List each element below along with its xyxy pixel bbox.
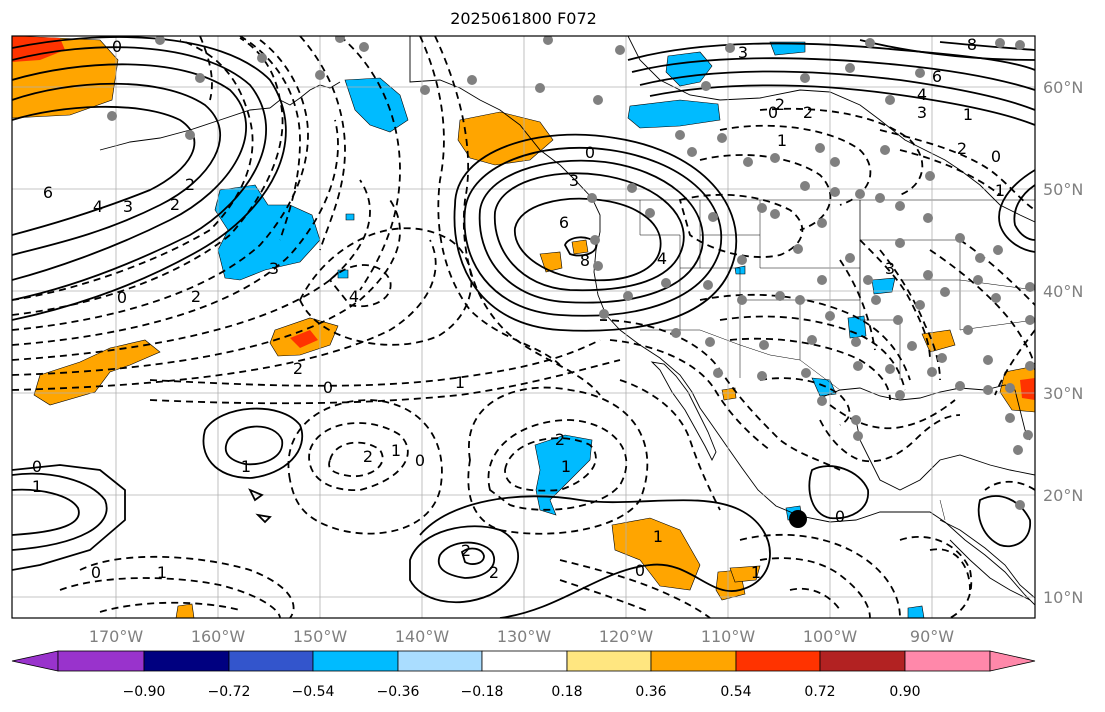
dashed-contours [12, 36, 1035, 618]
lon-label: 90°W [909, 627, 955, 646]
colorbar-bin [735, 650, 821, 672]
colorbar-extend-max [989, 650, 1036, 672]
contour-label: 6 [932, 67, 942, 86]
lon-label: 120°W [598, 627, 654, 646]
contour-label: 1 [241, 457, 251, 476]
colorbar-bin [481, 650, 568, 672]
contour-label: 0 [835, 507, 845, 526]
contour-label: 0 [768, 103, 778, 122]
contour-label: 4 [917, 85, 927, 104]
contour-label: 2 [461, 541, 471, 560]
lon-label: 110°W [700, 627, 756, 646]
political-borders [600, 199, 1035, 521]
contour-label: 4 [93, 197, 103, 216]
colorbar-tick-label: 0.90 [889, 684, 921, 700]
contour-label: 2 [803, 103, 813, 122]
colorbar-bin [904, 650, 991, 672]
contour-label: 6 [43, 183, 53, 202]
contour-label: 3 [123, 197, 133, 216]
lon-label: 140°W [394, 627, 450, 646]
contour-label: 1 [391, 441, 401, 460]
contour-label: 3 [885, 259, 895, 278]
contour-label: 4 [349, 287, 359, 306]
lat-label: 30°N [1043, 384, 1084, 403]
colorbar-bin [397, 650, 483, 672]
lat-label: 50°N [1043, 180, 1084, 199]
contour-label: 1 [32, 477, 42, 496]
station-markers [107, 36, 1035, 510]
lat-label: 20°N [1043, 486, 1084, 505]
contour-label: 0 [415, 451, 425, 470]
contour-label: 2 [775, 95, 785, 114]
contour-label: 2 [293, 359, 303, 378]
colorbar-bin [143, 650, 230, 672]
contour-label: 1 [561, 457, 571, 476]
contour-label: 1 [751, 563, 761, 582]
contour-label: 8 [580, 251, 590, 270]
colorbar-bin [566, 650, 652, 672]
colorbar-tick-label: −0.18 [460, 684, 504, 700]
colorbar-tick-label: −0.90 [122, 684, 166, 700]
map-title: 2025061800 F072 [450, 9, 597, 28]
contour-label: 1 [653, 527, 663, 546]
highlight-point [789, 510, 807, 528]
colorbar-tick-label: 0.72 [804, 684, 836, 700]
lat-label: 10°N [1043, 588, 1084, 607]
contour-label: 3 [269, 259, 279, 278]
colorbar-bin [819, 650, 906, 672]
map-frame [11, 35, 1036, 619]
contour-label: 0 [117, 288, 127, 307]
contour-label: 0 [991, 147, 1001, 166]
coastlines [99, 36, 1035, 606]
contour-label: 3 [917, 103, 927, 122]
lon-label: 130°W [496, 627, 552, 646]
contour-label: 2 [170, 195, 180, 214]
colorbar-tick-label: 0.54 [720, 684, 752, 700]
contour-label: 1 [455, 373, 465, 392]
colorbar-tick-label: −0.54 [291, 684, 335, 700]
colorbar-extend-min [11, 650, 59, 672]
contour-label: 2 [555, 430, 565, 449]
colorbar-tick-label: 0.36 [635, 684, 667, 700]
colorbar [11, 650, 1036, 672]
solid-contours [12, 36, 1035, 618]
contour-label: 6 [559, 213, 569, 232]
contour-label: 0 [112, 37, 122, 56]
colorbar-bin [228, 650, 314, 672]
lat-label: 60°N [1043, 78, 1084, 97]
lon-label: 150°W [292, 627, 348, 646]
positive-anomaly-shading [12, 36, 1035, 618]
contour-label: 1 [995, 181, 1005, 200]
contour-label: 0 [585, 143, 595, 162]
contour-labels: 0 6 4 3 2 2 0 2 3 4 2 0 1 0 1 1 2 1 0 0 … [32, 35, 1005, 582]
colorbar-tick-label: −0.72 [207, 684, 251, 700]
contour-label: 1 [157, 563, 167, 582]
colorbar-bin [650, 650, 737, 672]
contour-label: 2 [191, 287, 201, 306]
contour-label: 2 [363, 447, 373, 466]
contour-label: 3 [569, 171, 579, 190]
colorbar-bin [312, 650, 399, 672]
contour-label: 0 [323, 378, 333, 397]
colorbar-tick-label: −0.36 [376, 684, 420, 700]
contour-label: 2 [185, 175, 195, 194]
lon-label: 100°W [802, 627, 858, 646]
contour-label: 0 [635, 561, 645, 580]
contour-label: 2 [489, 563, 499, 582]
colorbar-bin [57, 650, 145, 672]
lon-label: 170°W [88, 627, 144, 646]
colorbar-tick-label: 0.18 [551, 684, 583, 700]
contour-label: 4 [657, 249, 667, 268]
contour-label: 3 [738, 43, 748, 62]
contour-label: 0 [32, 457, 42, 476]
contour-label: 1 [777, 131, 787, 150]
contour-label: 0 [91, 563, 101, 582]
lon-label: 160°W [190, 627, 246, 646]
contour-label: 2 [957, 139, 967, 158]
contour-label: 1 [963, 105, 973, 124]
lat-label: 40°N [1043, 282, 1084, 301]
contour-label: 8 [967, 35, 977, 54]
